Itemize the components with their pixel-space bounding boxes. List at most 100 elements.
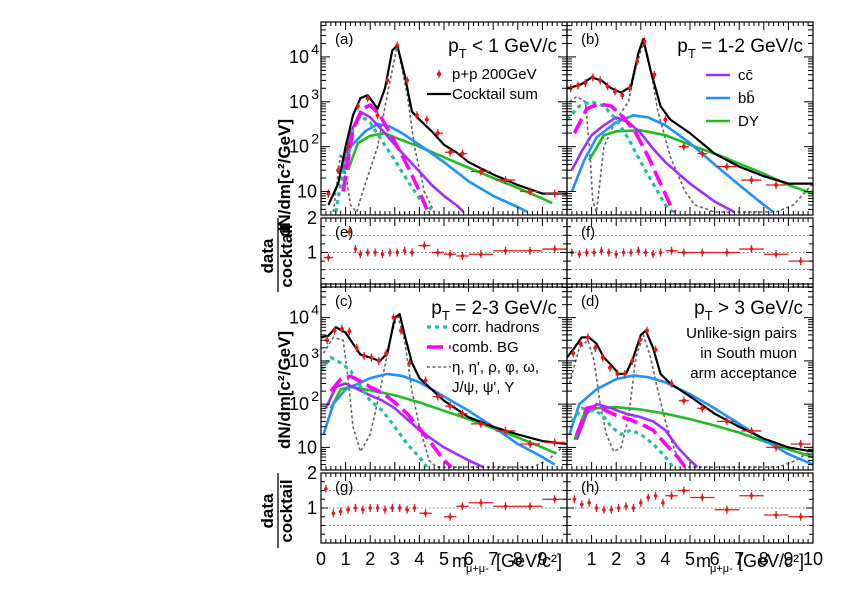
data-point	[347, 329, 352, 334]
data-point	[612, 89, 617, 94]
ratio-point	[331, 511, 336, 516]
ratio-point	[669, 248, 674, 253]
ratio-title-den: cocktail	[277, 224, 296, 287]
data-point	[749, 428, 754, 433]
ratio-point	[572, 497, 577, 502]
x-tick-label: 3	[390, 549, 400, 569]
panel-label: (c)	[335, 293, 353, 310]
data-point	[503, 428, 508, 433]
ratio-point	[353, 247, 358, 251]
data-point	[332, 328, 337, 333]
x-tick-label: 7	[734, 549, 744, 569]
panel-title: pT = 1-2 GeV/c	[677, 36, 803, 61]
x-tick-label: 5	[685, 549, 695, 569]
x-tick-label: 6	[464, 549, 474, 569]
x-tick-label: 0	[316, 549, 326, 569]
ratio-point	[373, 250, 377, 255]
x-axis-title-subscript: μ+μ-	[466, 563, 489, 575]
ratio-point	[460, 254, 465, 258]
ratio-point	[749, 247, 754, 251]
data-point	[598, 78, 603, 83]
ratio-point	[621, 250, 626, 255]
data-point	[354, 345, 359, 350]
ratio-point	[587, 500, 591, 505]
x-tick-label: 2	[611, 549, 621, 569]
data-point	[552, 191, 557, 196]
ratio-title-den: cocktail	[277, 479, 296, 542]
x-tick-label: 6	[710, 549, 720, 569]
series-corr-hadrons-line	[570, 406, 675, 469]
y-tick-label: 10	[297, 437, 317, 457]
legend-label: p+p 200GeV	[452, 66, 537, 83]
x-tick-label: 9	[537, 549, 547, 569]
ratio-point	[410, 250, 414, 255]
x-tick-label: 8	[513, 549, 523, 569]
data-point	[448, 404, 453, 409]
panel-frame	[566, 21, 814, 216]
ratio-point	[402, 248, 407, 253]
legend-a: p+p 200GeV Cocktail sum	[427, 66, 538, 103]
ratio-point	[388, 250, 392, 255]
data-point	[448, 150, 453, 155]
panel-label: (a)	[335, 31, 353, 48]
series-comb-bg-line	[575, 404, 687, 469]
ratio-point	[479, 252, 483, 257]
data-point	[663, 117, 668, 122]
series-dy-line	[587, 129, 813, 195]
ratio-point	[436, 250, 440, 255]
ratio-point	[651, 252, 655, 257]
data-point	[593, 345, 598, 350]
y-tick-label: 10	[289, 47, 309, 67]
x-tick-label: 8	[759, 549, 769, 569]
panel-h: (h)	[566, 472, 814, 544]
ratio-point	[375, 506, 380, 510]
data-point	[571, 351, 576, 356]
ratio-point	[749, 493, 754, 498]
ratio-point	[448, 514, 452, 519]
data-point	[369, 355, 374, 360]
data-point	[375, 113, 380, 118]
ratio-point	[552, 497, 557, 502]
ratio-point	[592, 250, 596, 255]
ratio-point	[609, 507, 614, 512]
ratio-point	[584, 250, 589, 255]
y-tick-label: 10	[289, 308, 309, 328]
data-point	[435, 131, 440, 136]
ratio-point	[353, 506, 358, 510]
x-tick-label: 9	[783, 549, 793, 569]
data-point	[407, 360, 412, 365]
x-axis-title-units: [GeV/c²]	[738, 551, 804, 571]
legend-label: comb. BG	[452, 339, 519, 356]
ratio-point	[503, 504, 508, 509]
data-point	[700, 151, 705, 156]
ratio-point	[624, 504, 628, 509]
ratio-point	[577, 252, 582, 257]
legend-label: cc̄	[738, 67, 754, 84]
series-corr-hadrons-line	[567, 100, 674, 214]
data-point	[669, 381, 674, 386]
data-point	[700, 406, 705, 411]
ratio-point	[395, 250, 400, 255]
data-point	[615, 371, 620, 376]
panel-label: (h)	[581, 479, 599, 496]
legend-label: Cocktail sum	[452, 86, 538, 103]
ratio-point	[725, 507, 729, 512]
x-axis-title-symbol: m	[696, 551, 711, 571]
y-tick-label: 1	[307, 243, 317, 263]
x-axis-title-symbol: m	[452, 551, 467, 571]
series-cocktail-line	[327, 44, 567, 206]
ratio-point	[503, 248, 508, 253]
data-point	[583, 81, 588, 86]
data-point	[528, 189, 533, 194]
ratio-point	[599, 248, 604, 253]
x-tick-label: 3	[636, 549, 646, 569]
series-resonances-line	[569, 42, 813, 213]
plot-area	[321, 473, 567, 526]
data-point	[336, 168, 341, 173]
ratio-point	[365, 250, 370, 255]
data-point	[681, 398, 686, 403]
x-axis-title-subscript: μ+μ-	[710, 563, 733, 575]
x-tick-label: 4	[414, 549, 424, 569]
plot-area	[326, 41, 567, 214]
panel-label: (g)	[335, 479, 353, 496]
